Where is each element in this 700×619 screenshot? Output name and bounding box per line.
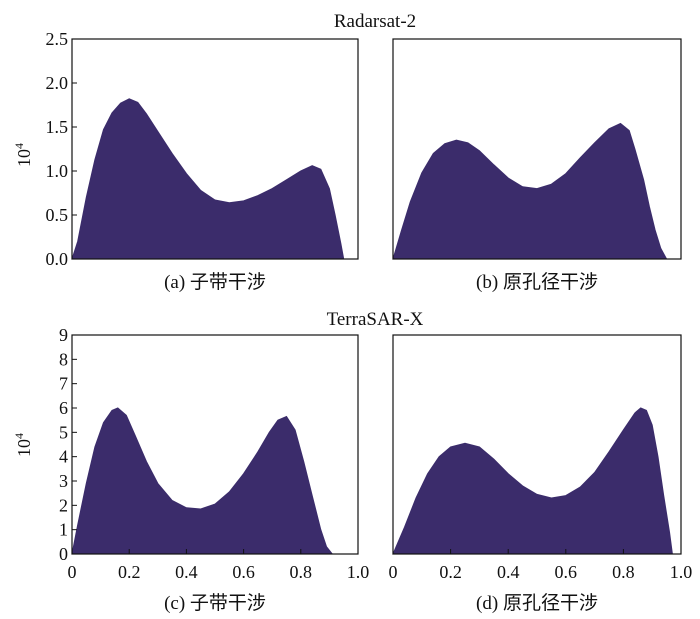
svg-text:104: 104 [12, 433, 34, 457]
y-tick-label: 9 [59, 325, 68, 345]
x-tick-label: 0.2 [439, 562, 462, 582]
ylabel-bottom-base: 10 [14, 439, 34, 457]
y-tick-label: 0 [59, 544, 68, 564]
area-series [392, 407, 673, 555]
y-tick-label: 3 [59, 471, 68, 491]
plot-frame [392, 38, 682, 260]
svg-text:104: 104 [12, 143, 34, 167]
ylabel-top: 104 [12, 143, 34, 167]
x-tick-label: 1.0 [670, 562, 693, 582]
plot-frame [392, 334, 682, 555]
y-tick-label: 5 [59, 422, 68, 442]
panel-c: 0 1 2 3 4 5 6 7 8 9 0 0.2 0.4 0.6 0.8 1.0 [59, 325, 369, 582]
ylabel-bottom-sup: 4 [12, 433, 26, 439]
x-tick-label: 0.8 [290, 562, 313, 582]
x-tick-label: 0.6 [232, 562, 255, 582]
panel-b [392, 38, 682, 260]
ylabel-top-base: 10 [14, 149, 34, 167]
area-series [71, 407, 334, 555]
x-tick-label: 0 [68, 562, 77, 582]
y-tick-label: 8 [59, 349, 68, 369]
y-tick-label: 1.0 [46, 161, 69, 181]
panel-d: 0 0.2 0.4 0.6 0.8 1.0 [389, 334, 693, 582]
y-tick-label: 7 [59, 374, 68, 394]
ylabel-bottom: 104 [12, 433, 34, 457]
caption-a: (a) 子带干涉 [164, 271, 266, 293]
y-tick-label: 1.5 [46, 117, 69, 137]
y-tick-label: 1 [59, 520, 68, 540]
x-tick-label: 0.8 [612, 562, 635, 582]
plot-frame [71, 334, 359, 555]
panel-a: 0.0 0.5 1.0 1.5 2.0 2.5 [46, 29, 359, 269]
group-title-terrasar: TerraSAR-X [327, 309, 424, 330]
ylabel-top-sup: 4 [12, 143, 26, 149]
caption-b: (b) 原孔径干涉 [476, 271, 598, 293]
x-tick-label: 0 [389, 562, 398, 582]
y-tick-label: 0.0 [46, 249, 69, 269]
plot-frame [71, 38, 359, 260]
area-series [71, 98, 345, 260]
area-series [392, 122, 668, 260]
x-tick-label: 0.4 [175, 562, 198, 582]
y-tick-label: 0.5 [46, 205, 69, 225]
y-tick-label: 4 [59, 447, 68, 467]
x-tick-label: 0.4 [497, 562, 520, 582]
y-tick-label: 2.0 [46, 73, 69, 93]
y-tick-label: 6 [59, 398, 68, 418]
y-tick-label: 2.5 [46, 29, 69, 49]
caption-c: (c) 子带干涉 [164, 592, 266, 614]
x-tick-label: 1.0 [347, 562, 370, 582]
x-tick-label: 0.2 [118, 562, 141, 582]
caption-d: (d) 原孔径干涉 [476, 592, 598, 614]
group-title-radarsat: Radarsat-2 [334, 11, 416, 32]
x-tick-label: 0.6 [555, 562, 578, 582]
y-tick-label: 2 [59, 495, 68, 515]
